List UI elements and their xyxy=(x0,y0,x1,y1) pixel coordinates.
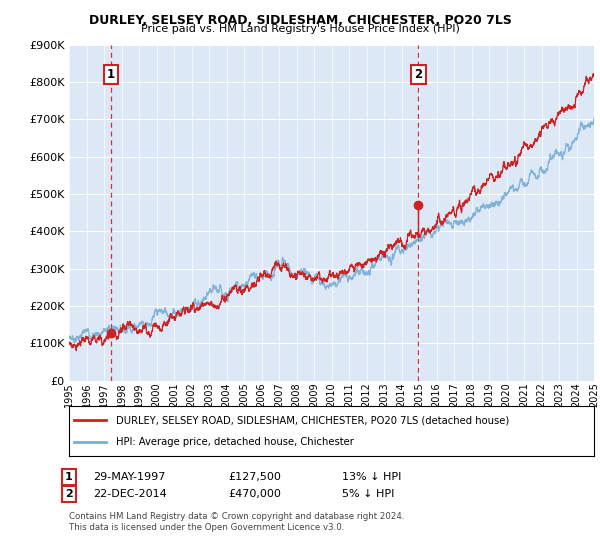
Text: 1: 1 xyxy=(107,68,115,81)
Text: HPI: Average price, detached house, Chichester: HPI: Average price, detached house, Chic… xyxy=(116,437,354,447)
Text: 1: 1 xyxy=(65,472,73,482)
Text: Contains HM Land Registry data © Crown copyright and database right 2024.
This d: Contains HM Land Registry data © Crown c… xyxy=(69,512,404,531)
Text: DURLEY, SELSEY ROAD, SIDLESHAM, CHICHESTER, PO20 7LS: DURLEY, SELSEY ROAD, SIDLESHAM, CHICHEST… xyxy=(89,14,511,27)
Text: 2: 2 xyxy=(65,489,73,499)
Text: £470,000: £470,000 xyxy=(228,489,281,499)
Text: 5% ↓ HPI: 5% ↓ HPI xyxy=(342,489,394,499)
Text: 2: 2 xyxy=(415,68,422,81)
Text: Price paid vs. HM Land Registry's House Price Index (HPI): Price paid vs. HM Land Registry's House … xyxy=(140,24,460,34)
Text: DURLEY, SELSEY ROAD, SIDLESHAM, CHICHESTER, PO20 7LS (detached house): DURLEY, SELSEY ROAD, SIDLESHAM, CHICHEST… xyxy=(116,415,509,425)
Text: £127,500: £127,500 xyxy=(228,472,281,482)
Text: 29-MAY-1997: 29-MAY-1997 xyxy=(93,472,166,482)
Text: 22-DEC-2014: 22-DEC-2014 xyxy=(93,489,167,499)
Text: 13% ↓ HPI: 13% ↓ HPI xyxy=(342,472,401,482)
